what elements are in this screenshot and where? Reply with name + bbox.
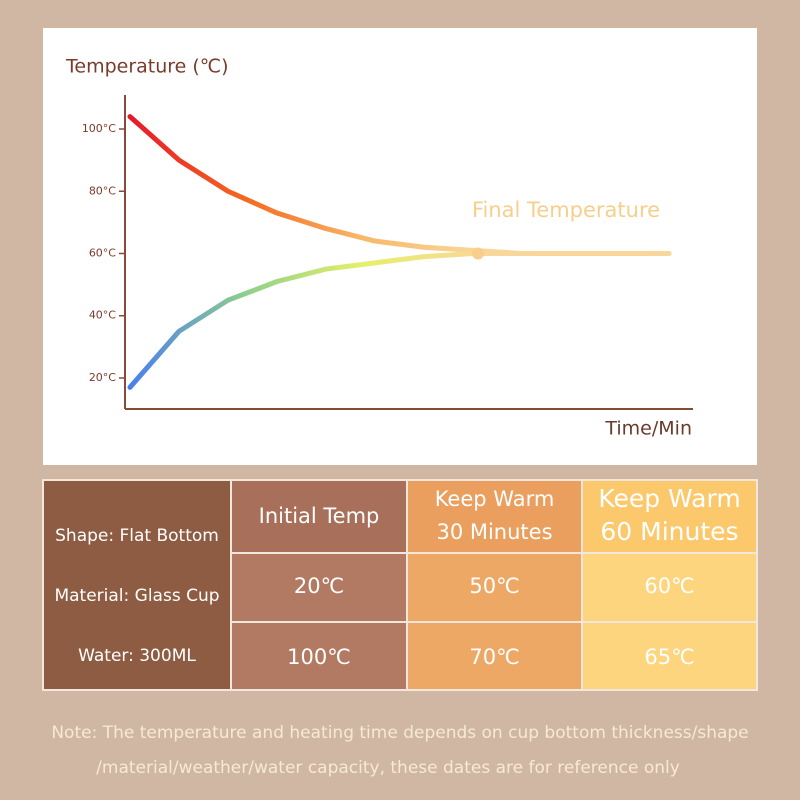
y-axis-title: Temperature (℃) — [65, 56, 229, 78]
table-cell — [230, 621, 408, 691]
table-value: 100℃ — [287, 645, 351, 669]
table-cell — [581, 552, 758, 623]
table-value: 70℃ — [469, 645, 519, 669]
table-value: 60℃ — [644, 574, 694, 598]
y-tick-label: 40°C — [89, 309, 116, 322]
table-value: 65℃ — [644, 645, 694, 669]
column-header: Keep Warm — [598, 484, 740, 513]
column-header: Initial Temp — [259, 504, 380, 528]
table-cell — [581, 621, 758, 691]
column-header: 60 Minutes — [600, 517, 738, 546]
note-line: Note: The temperature and heating time d… — [51, 723, 748, 743]
spec-text: Material: Glass Cup — [54, 586, 219, 606]
table-value: 20℃ — [294, 574, 344, 598]
spec-text: Shape: Flat Bottom — [55, 526, 219, 546]
meeting-point — [472, 247, 484, 260]
column-header: Keep Warm — [435, 487, 555, 511]
note-line: /material/weather/water capacity, these … — [96, 758, 680, 778]
table-cell — [406, 479, 583, 554]
spec-text: Water: 300ML — [78, 646, 196, 666]
annotation: Final Temperature — [472, 198, 660, 222]
y-tick-label: 100°C — [82, 122, 116, 135]
spec-cell — [43, 480, 231, 690]
y-tick-label: 60°C — [89, 247, 116, 260]
line — [127, 251, 672, 390]
column-header: 30 Minutes — [436, 520, 552, 544]
table-border — [42, 479, 758, 691]
y-tick-label: 80°C — [89, 184, 116, 197]
table-cell — [230, 479, 408, 554]
x-axis-title: Time/Min — [604, 418, 692, 440]
y-tick-label: 20°C — [89, 371, 116, 384]
table-value: 50℃ — [469, 574, 519, 598]
